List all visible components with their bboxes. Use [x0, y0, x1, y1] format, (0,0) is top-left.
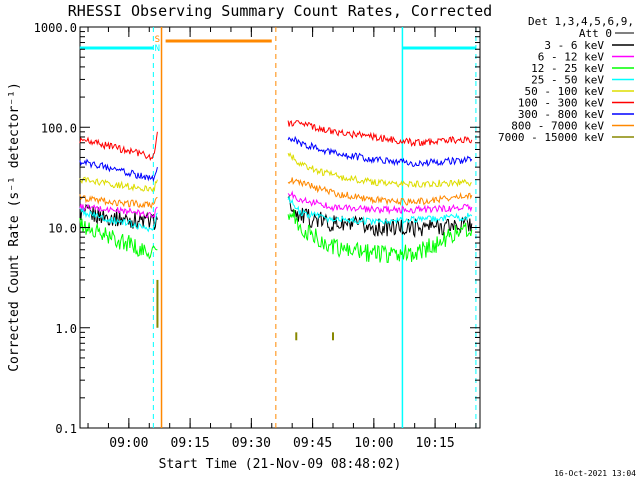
legend-entry-label: 3 - 6 keV — [544, 39, 604, 52]
y-tick-label: 1.0 — [55, 322, 77, 336]
series-line-800-7000keV-segment-0 — [79, 194, 158, 209]
series-line-50-100keV-segment-1 — [287, 151, 472, 189]
legend-entry-label: 7000 - 15000 keV — [498, 131, 604, 144]
legend-entry-label: 6 - 12 keV — [538, 51, 605, 64]
legend-entry-label: 300 - 800 keV — [518, 108, 604, 121]
marker-n: N — [155, 44, 160, 54]
axes: 1000.0 100.0 10.0 1.0 0.1 09:00 09:15 09:30 09:4… — [34, 21, 480, 451]
chart-title: RHESSI Observing Summary Count Rates, Co… — [68, 2, 492, 20]
series-line-100-300keV-segment-1 — [287, 120, 473, 148]
series-line-6-12keV-segment-1 — [287, 190, 473, 215]
series-line-300-800keV-segment-1 — [287, 135, 473, 167]
x-tick-label: 09:30 — [232, 436, 271, 451]
series-line-300-800keV-segment-0 — [79, 158, 158, 183]
marker-s: S — [155, 35, 160, 45]
series-line-6-12keV-segment-0 — [79, 203, 158, 219]
x-tick-label: 09:15 — [171, 436, 210, 451]
x-tick-label: 09:45 — [293, 436, 332, 451]
legend-header-line: Det 1,3,4,5,6,9, — [528, 15, 634, 28]
y-tick-label: 1000.0 — [34, 21, 77, 35]
series-line-50-100keV-segment-0 — [79, 176, 158, 193]
x-tick-label: 10:00 — [354, 436, 393, 451]
legend-entry-label: 25 - 50 keV — [531, 74, 604, 87]
y-tick-label: 0.1 — [55, 422, 77, 436]
y-axis-label: Corrected Count Rate (s⁻¹ detector⁻¹) — [7, 82, 22, 372]
plot-content: SN — [79, 27, 477, 428]
legend-entry-label: 100 - 300 keV — [518, 97, 604, 110]
series-line-25-50keV-segment-1 — [287, 196, 473, 226]
series-line-3-6keV-segment-1 — [287, 194, 473, 239]
series-line-12-25keV-segment-0 — [79, 217, 158, 260]
y-tick-label: 100.0 — [41, 121, 77, 135]
x-tick-label: 10:15 — [416, 436, 455, 451]
footer-timestamp: 16-Oct-2021 13:04 — [554, 469, 636, 478]
x-axis-label: Start Time (21-Nov-09 08:48:02) — [159, 457, 402, 472]
x-tick-label: 09:00 — [109, 436, 148, 451]
legend-entry-label: 50 - 100 keV — [525, 85, 605, 98]
legend-header: Det 1,3,4,5,6,9,Att 0 — [528, 15, 634, 40]
series-line-800-7000keV-segment-1 — [287, 177, 473, 206]
series-line-12-25keV-segment-1 — [287, 209, 473, 264]
series-line-3-6keV-segment-0 — [79, 203, 158, 230]
y-tick-label: 10.0 — [48, 222, 77, 236]
legend-header-line: Att 0 — [579, 27, 612, 40]
series-line-100-300keV-segment-0 — [79, 131, 158, 162]
legend-entry-label: 12 - 25 keV — [531, 62, 604, 75]
series-line-25-50keV-segment-0 — [79, 207, 158, 233]
legend-entry-label: 800 - 7000 keV — [511, 120, 604, 133]
